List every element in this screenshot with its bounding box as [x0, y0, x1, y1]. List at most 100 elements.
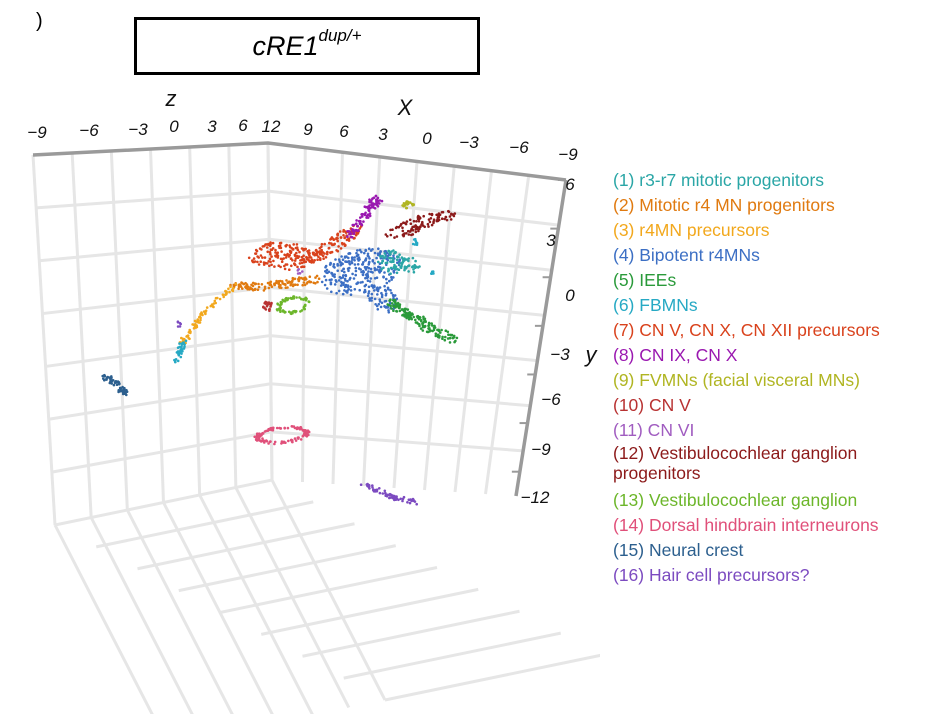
- grid: [31, 142, 600, 714]
- point: [412, 219, 416, 223]
- point: [348, 252, 351, 255]
- point: [378, 271, 382, 274]
- point: [294, 246, 298, 250]
- point: [268, 257, 272, 261]
- point: [430, 213, 434, 216]
- point: [418, 215, 421, 219]
- grid-line: [31, 154, 57, 526]
- point: [344, 274, 348, 278]
- grid-line: [384, 653, 600, 702]
- point: [329, 237, 333, 240]
- point: [265, 246, 269, 249]
- title-main: cRE1: [252, 31, 319, 61]
- point: [368, 485, 371, 488]
- point: [176, 325, 180, 328]
- point: [387, 269, 390, 273]
- point: [392, 309, 395, 313]
- point: [183, 337, 186, 341]
- cluster-16: [176, 320, 182, 328]
- point: [252, 260, 256, 264]
- point: [388, 493, 391, 497]
- point: [176, 359, 180, 363]
- point: [205, 306, 209, 309]
- point: [361, 263, 365, 266]
- point: [400, 264, 403, 268]
- point: [270, 285, 274, 289]
- point: [225, 293, 228, 296]
- point: [196, 320, 199, 324]
- point: [274, 254, 277, 258]
- point: [283, 264, 286, 268]
- point: [378, 286, 382, 289]
- axis-lines: [32, 141, 568, 497]
- grid-line: [331, 152, 344, 485]
- point: [427, 225, 430, 228]
- point: [284, 310, 287, 314]
- point: [290, 297, 293, 300]
- point: [368, 299, 372, 302]
- point: [349, 232, 353, 235]
- point: [387, 267, 390, 271]
- point: [390, 275, 393, 279]
- point: [405, 315, 409, 319]
- point: [423, 320, 426, 323]
- point: [372, 488, 375, 491]
- point: [268, 250, 272, 254]
- point: [349, 289, 353, 292]
- point: [294, 257, 298, 260]
- point: [122, 387, 126, 391]
- point: [340, 269, 344, 273]
- point: [213, 299, 217, 303]
- z-tick-label: 3: [207, 117, 217, 136]
- point: [440, 328, 443, 332]
- point: [427, 324, 430, 328]
- point: [355, 219, 358, 222]
- point: [380, 295, 384, 299]
- point: [109, 377, 112, 380]
- point: [391, 257, 395, 260]
- point: [392, 269, 396, 273]
- point: [376, 286, 379, 290]
- point: [405, 200, 409, 203]
- point: [386, 286, 390, 290]
- point: [395, 495, 398, 498]
- point: [389, 266, 393, 270]
- axis-labels: z Xy: [165, 86, 599, 367]
- point: [180, 348, 184, 352]
- point: [401, 497, 405, 501]
- y-tick-label: 0: [565, 286, 575, 305]
- point: [284, 441, 287, 445]
- point: [343, 270, 346, 274]
- clusters: [101, 194, 459, 506]
- point: [286, 297, 290, 301]
- point: [183, 345, 186, 349]
- point: [418, 265, 421, 268]
- point: [277, 307, 281, 311]
- point: [297, 276, 301, 279]
- point: [302, 258, 306, 262]
- grid-line: [36, 189, 269, 210]
- point: [378, 491, 382, 495]
- point: [274, 251, 277, 254]
- point: [304, 434, 308, 437]
- cluster-7: [308, 224, 363, 264]
- point: [329, 281, 333, 284]
- point: [382, 275, 385, 279]
- point: [268, 283, 272, 287]
- x-tick-label: 0: [422, 129, 432, 148]
- point: [300, 255, 304, 259]
- point: [257, 285, 261, 289]
- point: [389, 233, 393, 237]
- point: [370, 284, 374, 287]
- point: [199, 318, 202, 322]
- point: [343, 255, 347, 258]
- cluster-13: [275, 295, 311, 316]
- point: [414, 318, 417, 322]
- point: [365, 483, 369, 486]
- point: [404, 307, 408, 311]
- point: [268, 440, 272, 444]
- cluster-16: [359, 482, 419, 506]
- point: [367, 285, 371, 289]
- point: [360, 213, 363, 216]
- point: [276, 302, 279, 306]
